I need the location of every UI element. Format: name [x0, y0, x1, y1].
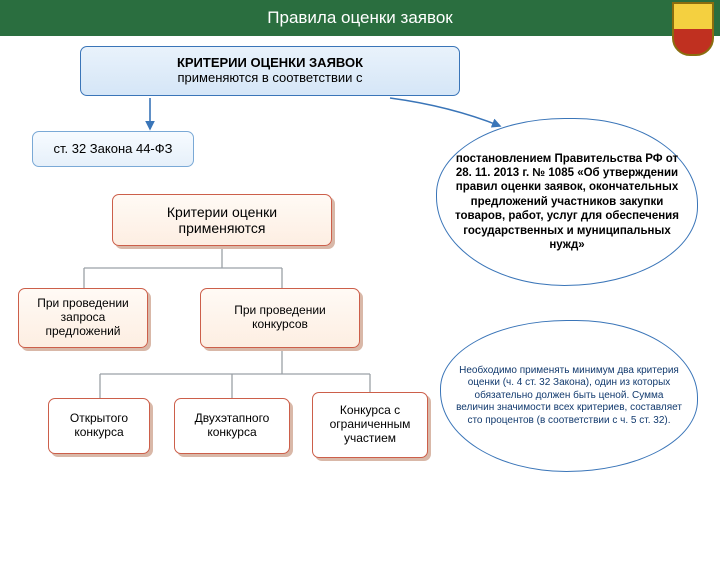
decree-cloud: постановлением Правительства РФ от 28. 1… [436, 118, 698, 286]
diagram-content: КРИТЕРИИ ОЦЕНКИ ЗАЯВОК применяются в соо… [0, 36, 720, 540]
header: Правила оценки заявок [0, 0, 720, 36]
request-proposals-box: При проведении запроса предложений [18, 288, 148, 348]
r4b-l1: Двухэтапного [195, 412, 270, 426]
r4c-l3: участием [344, 432, 396, 446]
two-stage-competition-box: Двухэтапного конкурса [174, 398, 290, 454]
top-criteria-box: КРИТЕРИИ ОЦЕНКИ ЗАЯВОК применяются в соо… [80, 46, 460, 96]
coat-of-arms-icon [672, 2, 714, 56]
cloud2-text: Необходимо применять минимум два критери… [455, 365, 683, 428]
r3b-l2: конкурсов [252, 318, 308, 332]
r4b-l2: конкурса [207, 426, 256, 440]
r4c-l1: Конкурса с [340, 404, 400, 418]
criteria-line2: применяются [179, 220, 266, 236]
open-competition-box: Открытого конкурса [48, 398, 150, 454]
criteria-applied-box: Критерии оценки применяются [112, 194, 332, 246]
r3a-l2: запроса [61, 311, 106, 325]
r4c-l2: ограниченным [330, 418, 411, 432]
r3a-l3: предложений [46, 325, 121, 339]
r3b-l1: При проведении [234, 304, 326, 318]
note-cloud: Необходимо применять минимум два критери… [440, 320, 698, 472]
r4a-l2: конкурса [74, 426, 123, 440]
r4a-l1: Открытого [70, 412, 128, 426]
top-line1: КРИТЕРИИ ОЦЕНКИ ЗАЯВОК [177, 56, 363, 71]
competitions-box: При проведении конкурсов [200, 288, 360, 348]
page-title: Правила оценки заявок [267, 8, 452, 28]
cloud1-text: постановлением Правительства РФ от 28. 1… [451, 152, 683, 253]
law-reference-box: ст. 32 Закона 44-ФЗ [32, 131, 194, 167]
law-text: ст. 32 Закона 44-ФЗ [54, 142, 173, 157]
criteria-line1: Критерии оценки [167, 204, 277, 220]
limited-competition-box: Конкурса с ограниченным участием [312, 392, 428, 458]
r3a-l1: При проведении [37, 297, 129, 311]
top-line2: применяются в соответствии с [178, 71, 363, 86]
